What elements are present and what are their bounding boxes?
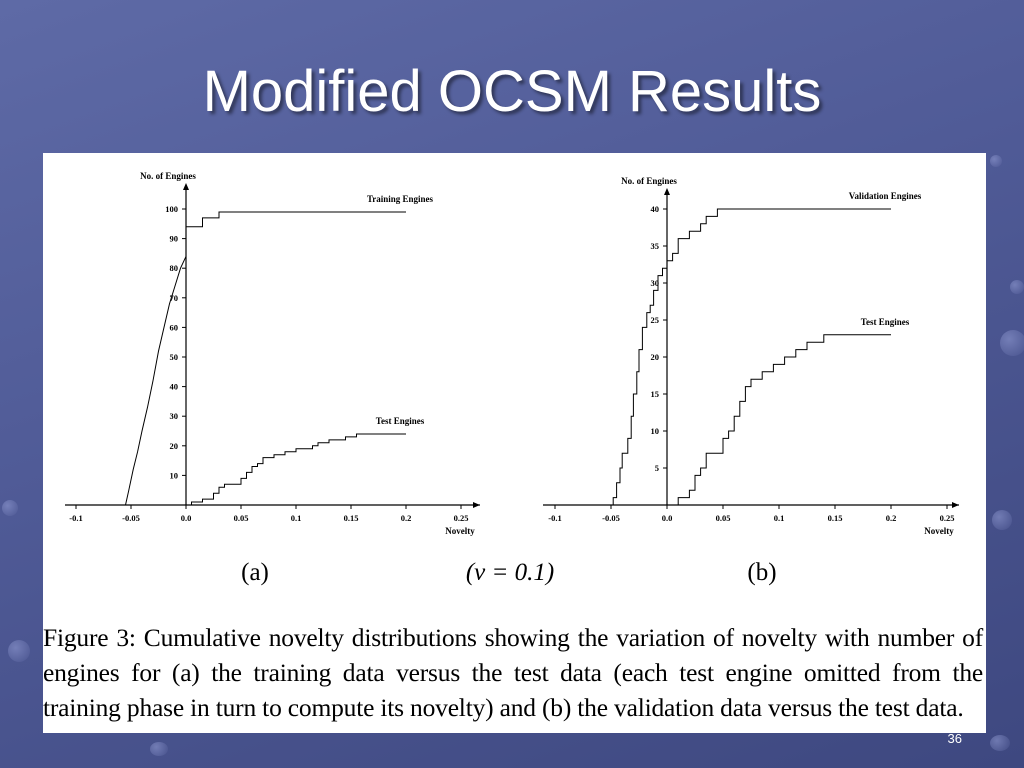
panel-a-label: (a) bbox=[241, 559, 269, 586]
y-tick-label: 10 bbox=[651, 426, 660, 436]
y-tick-label: 20 bbox=[651, 352, 660, 362]
x-tick-label: 0.15 bbox=[344, 513, 359, 523]
x-tick-label: 0.05 bbox=[716, 513, 731, 523]
panel-b-label: (b) bbox=[747, 559, 776, 586]
x-axis-label: Novelty bbox=[445, 526, 475, 536]
x-tick-label: -0.05 bbox=[602, 513, 620, 523]
y-axis-label: No. of Engines bbox=[621, 176, 677, 186]
background-bubble bbox=[1000, 330, 1024, 356]
series-line-upper bbox=[125, 211, 406, 506]
y-axis-arrow bbox=[183, 183, 189, 190]
x-tick-label: -0.1 bbox=[69, 513, 82, 523]
background-bubble bbox=[990, 735, 1010, 751]
background-bubble bbox=[2, 500, 18, 516]
x-tick-label: -0.1 bbox=[548, 513, 561, 523]
background-bubble bbox=[1010, 280, 1024, 294]
chart-b: No. of Engines Novelty -0.1 -0.05 0.0 0.05 0.1… bbox=[543, 176, 959, 536]
x-tick-label: 0.0 bbox=[181, 513, 192, 523]
x-tick-label: 0.25 bbox=[940, 513, 955, 523]
x-tick-label: 0.15 bbox=[828, 513, 843, 523]
y-tick-label: 10 bbox=[170, 470, 179, 480]
y-tick-label: 80 bbox=[170, 263, 179, 273]
y-tick-label: 50 bbox=[170, 352, 179, 362]
series-line-lower bbox=[191, 433, 406, 505]
x-tick-label: 0.05 bbox=[234, 513, 249, 523]
y-axis-label: No. of Engines bbox=[140, 171, 196, 181]
y-tick-label: 40 bbox=[170, 382, 179, 392]
x-axis-arrow bbox=[473, 502, 480, 508]
series-label: Test Engines bbox=[861, 317, 910, 327]
page-number: 36 bbox=[947, 731, 962, 746]
background-bubble bbox=[150, 742, 168, 756]
y-tick-label: 40 bbox=[651, 204, 660, 214]
y-tick-label: 20 bbox=[170, 441, 179, 451]
series-line-upper bbox=[612, 208, 891, 505]
background-bubble bbox=[992, 510, 1012, 530]
x-axis-label: Novelty bbox=[924, 526, 954, 536]
series-label: Validation Engines bbox=[849, 191, 922, 201]
background-bubble bbox=[8, 640, 30, 662]
background-bubble bbox=[990, 155, 1002, 167]
figure-caption: Figure 3: Cumulative novelty distributio… bbox=[43, 623, 983, 722]
y-tick-label: 15 bbox=[651, 389, 660, 399]
x-tick-label: 0.1 bbox=[291, 513, 302, 523]
y-tick-label: 5 bbox=[655, 463, 659, 473]
x-tick-label: -0.05 bbox=[122, 513, 140, 523]
slide-title: Modified OCSM Results bbox=[202, 59, 822, 124]
series-label: Test Engines bbox=[376, 416, 425, 426]
y-tick-label: 25 bbox=[651, 315, 660, 325]
y-tick-label: 70 bbox=[170, 293, 179, 303]
series-label: Training Engines bbox=[367, 194, 434, 204]
series-line-lower bbox=[677, 334, 891, 505]
y-tick-label: 35 bbox=[651, 241, 660, 251]
x-tick-label: 0.2 bbox=[886, 513, 897, 523]
x-tick-label: 0.1 bbox=[774, 513, 785, 523]
y-axis-arrow bbox=[664, 188, 670, 195]
y-tick-label: 30 bbox=[170, 411, 179, 421]
figure-panel: No. of Engines Novelty -0.1 -0.05 0.0 0.05 0.1… bbox=[43, 153, 986, 733]
y-tick-label: 30 bbox=[651, 278, 660, 288]
x-tick-label: 0.2 bbox=[401, 513, 412, 523]
y-tick-label: 90 bbox=[170, 234, 179, 244]
x-axis-arrow bbox=[952, 502, 959, 508]
x-tick-label: 0.0 bbox=[662, 513, 673, 523]
y-tick-label: 100 bbox=[165, 204, 178, 214]
x-tick-label: 0.25 bbox=[454, 513, 469, 523]
chart-a: No. of Engines Novelty -0.1 -0.05 0.0 0.05 0.1… bbox=[65, 171, 480, 536]
y-tick-label: 60 bbox=[170, 322, 179, 332]
nu-label: (ν = 0.1) bbox=[466, 559, 554, 586]
